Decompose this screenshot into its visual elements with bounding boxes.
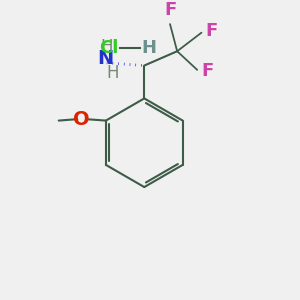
Text: F: F [202, 62, 214, 80]
Text: F: F [164, 1, 176, 19]
Text: H: H [141, 39, 156, 57]
Text: O: O [73, 110, 90, 129]
Text: H: H [101, 38, 113, 56]
Text: Cl: Cl [99, 39, 119, 57]
Text: F: F [206, 22, 218, 40]
Text: N: N [98, 49, 114, 68]
Text: H: H [106, 64, 119, 82]
